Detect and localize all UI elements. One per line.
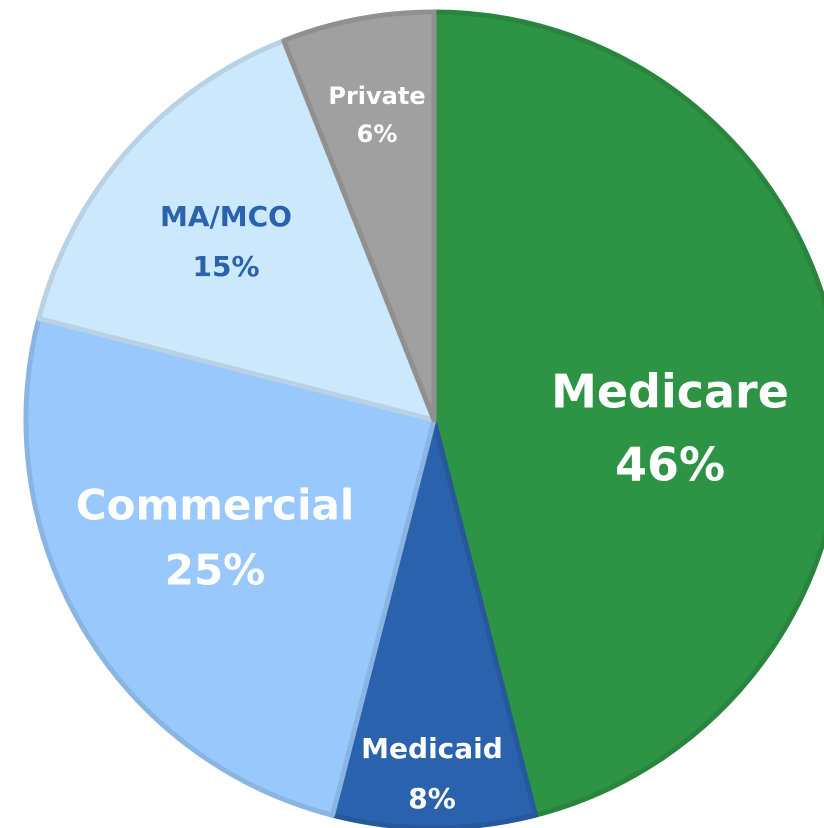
- slice-label: MA/MCO: [160, 200, 292, 233]
- pie-slice: [23, 316, 437, 818]
- slice-value: 6%: [357, 120, 398, 148]
- slice-label: Medicaid: [361, 732, 503, 765]
- slice-label: Commercial: [76, 481, 354, 530]
- pie-slice: [36, 38, 437, 423]
- slice-label: Private: [328, 82, 425, 110]
- slice-value: 8%: [408, 782, 456, 815]
- pie-slice: [281, 9, 437, 423]
- slice-value: 15%: [192, 250, 259, 283]
- pie-slice: [431, 9, 824, 818]
- slice-label: Medicare: [551, 365, 789, 419]
- slice-value: 25%: [165, 546, 266, 595]
- slice-value: 46%: [615, 438, 725, 492]
